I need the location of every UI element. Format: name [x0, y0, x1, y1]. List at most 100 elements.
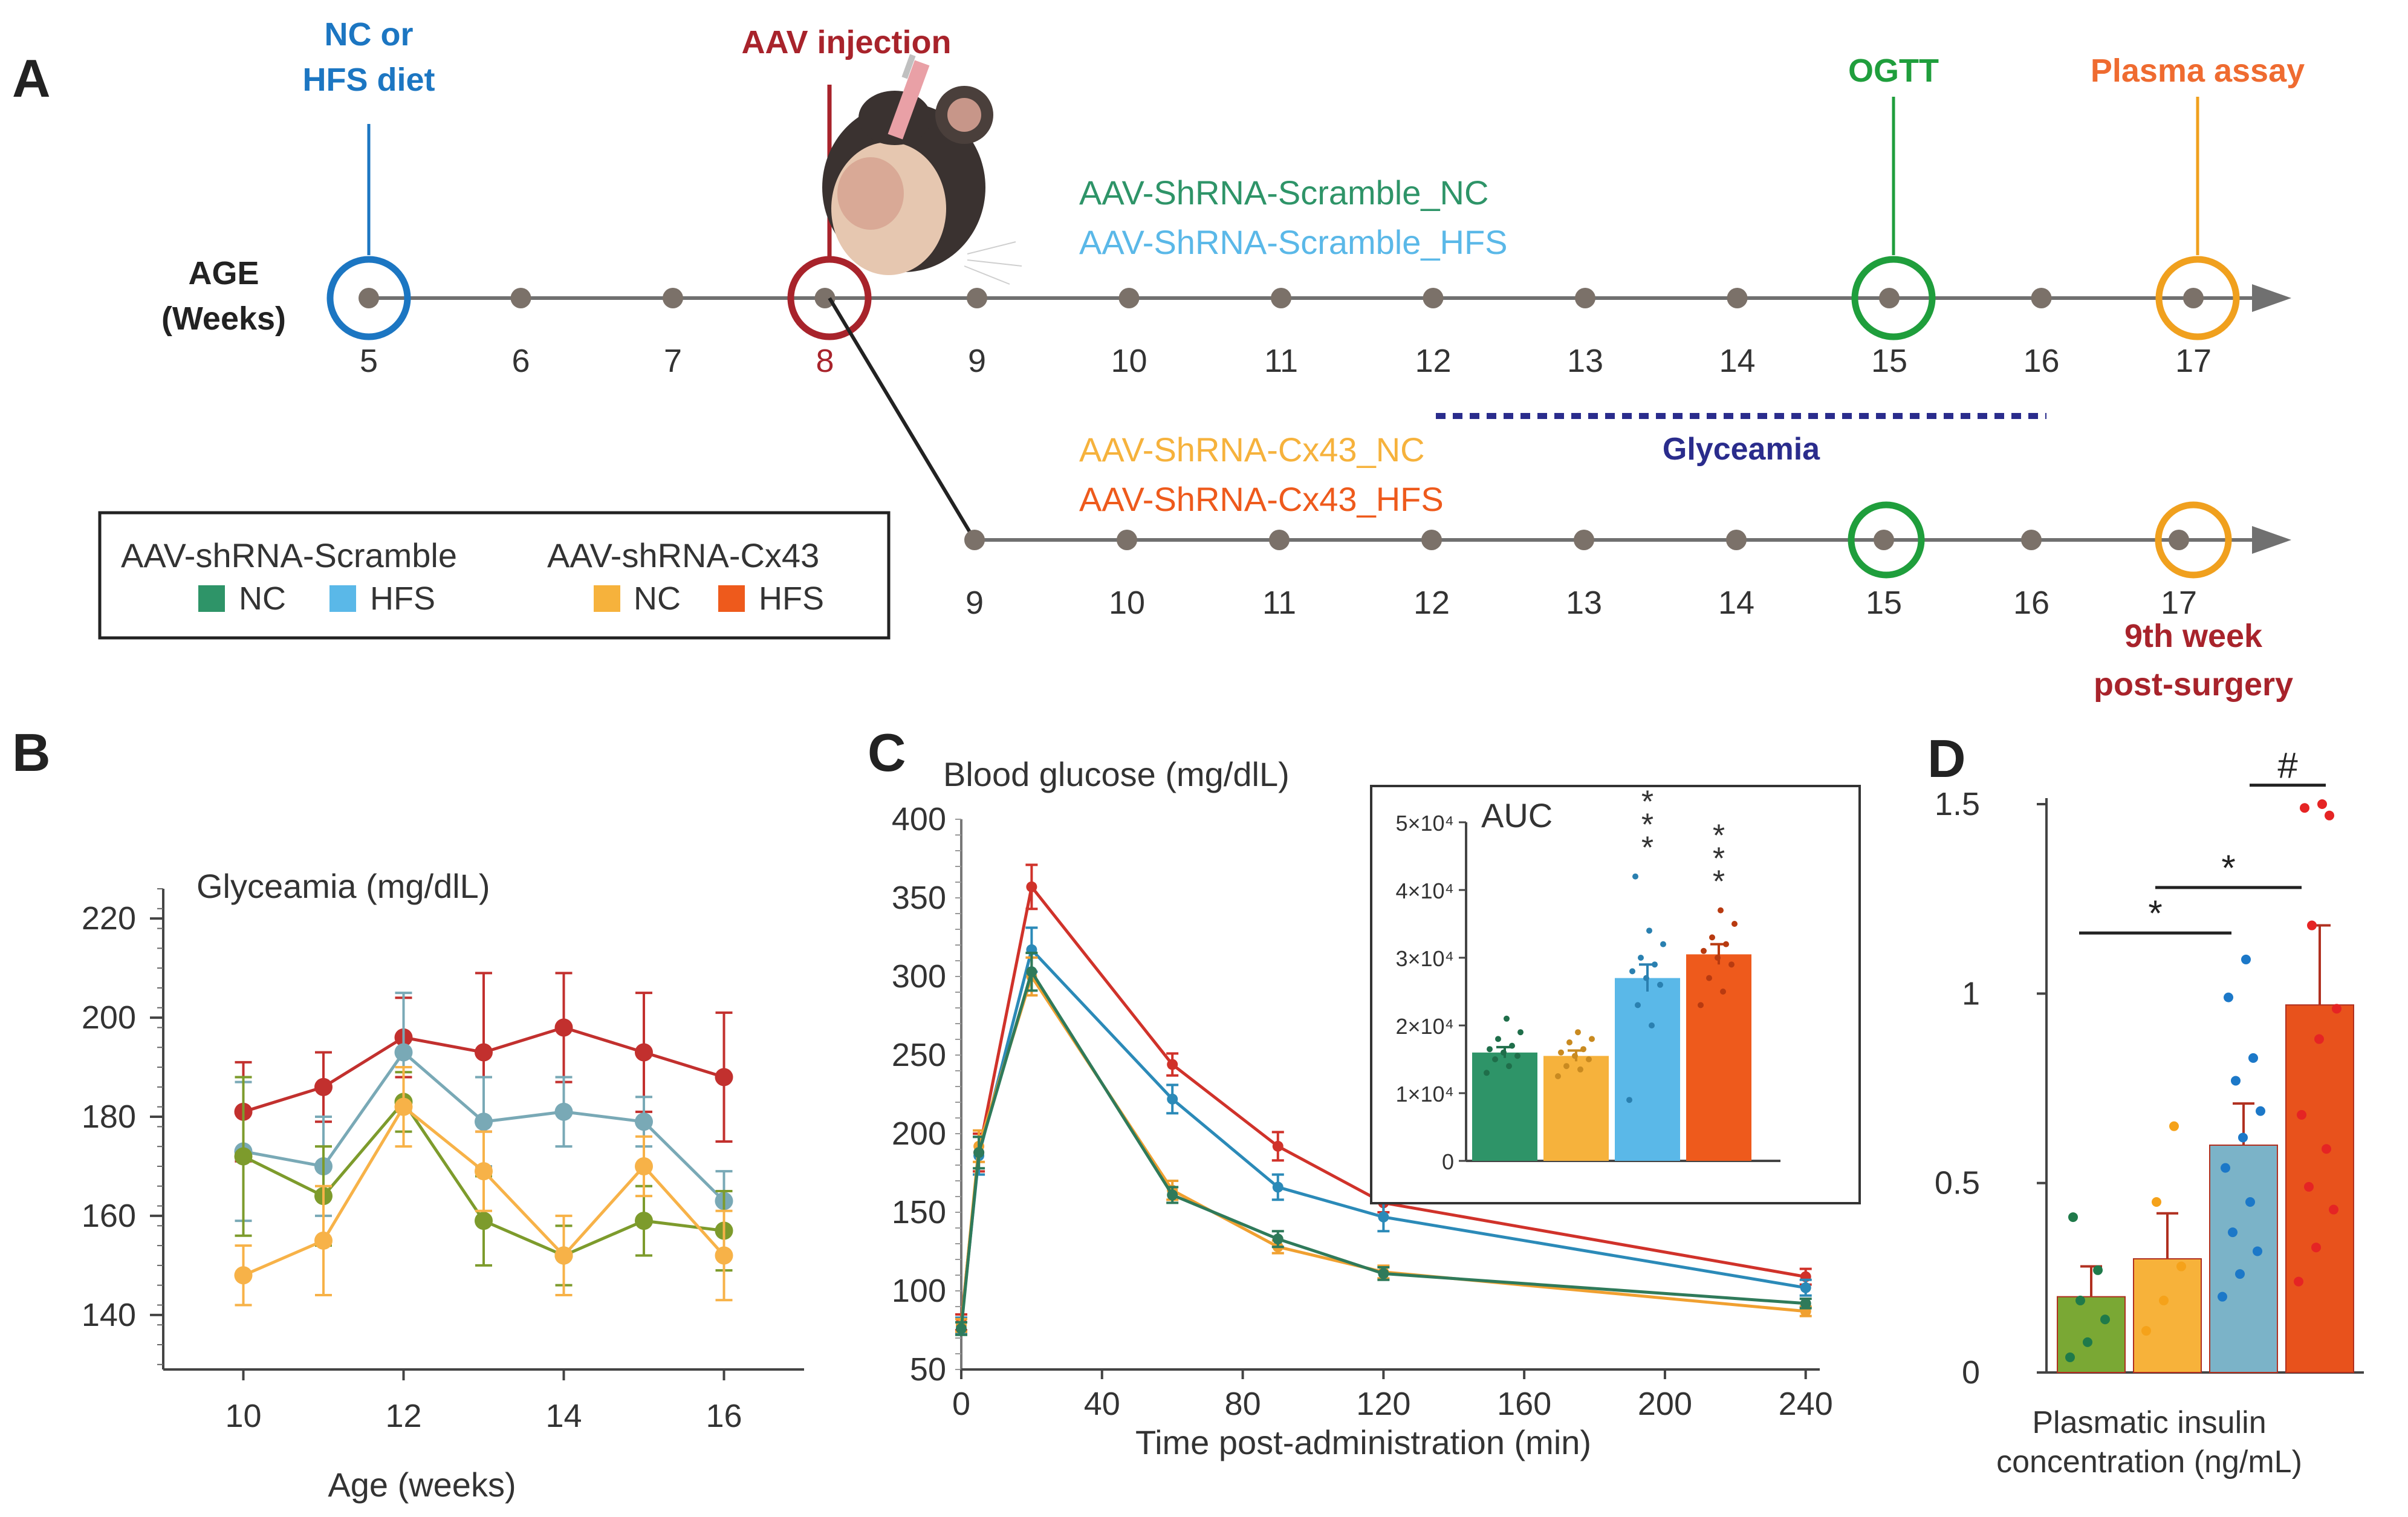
- auc-point: [1626, 1097, 1632, 1103]
- panel-d-significance-label-2: #: [2277, 746, 2298, 786]
- panel-c-xtick-label-80: 80: [1225, 1386, 1261, 1422]
- auc-point: [1580, 1046, 1586, 1053]
- auc-point: [1484, 1070, 1490, 1076]
- auc-point: [1566, 1039, 1572, 1045]
- panel-b-point: [554, 1018, 573, 1037]
- bottom-timeline-week-17: 17: [2161, 585, 2197, 621]
- panel-d-point: [2314, 1034, 2324, 1044]
- panel-d-point: [2256, 1106, 2265, 1116]
- auc-ytick-label-3: 3×10⁴: [1395, 946, 1454, 971]
- timeline-dot-week-16: [2031, 288, 2052, 308]
- scramble-nc-group-label: AAV-ShRNA-Scramble_NC: [1079, 174, 1488, 212]
- panel-b-point: [554, 1246, 573, 1265]
- auc-point: [1635, 1002, 1641, 1009]
- auc-point: [1504, 1015, 1510, 1022]
- auc-point: [1660, 941, 1666, 947]
- panel-d-significance-label-1: *: [2221, 848, 2235, 888]
- bottom-timeline-dot-week-14: [1726, 530, 1747, 550]
- auc-point: [1501, 1049, 1507, 1056]
- bottom-timeline-week-10: 10: [1109, 585, 1145, 621]
- auc-point: [1657, 981, 1663, 988]
- auc-point: [1706, 975, 1712, 981]
- auc-point: [1731, 921, 1738, 927]
- bottom-timeline-week-13: 13: [1566, 585, 1602, 621]
- bottom-timeline-dot-week-13: [1574, 530, 1594, 550]
- auc-ytick-label-4: 4×10⁴: [1395, 879, 1454, 903]
- panel-d-point: [2329, 1204, 2338, 1215]
- panel-c-point: [1272, 1233, 1284, 1245]
- bottom-timeline-week-14: 14: [1718, 585, 1754, 621]
- panel-b-series-3: [234, 1066, 733, 1307]
- panel-c-ytick-label-150: 150: [892, 1194, 946, 1230]
- auc-point: [1572, 1053, 1578, 1059]
- bottom-timeline-dot-week-12: [1421, 530, 1442, 550]
- bottom-timeline-week-9: 9: [965, 585, 984, 621]
- panel-d-bar-2: [2209, 1145, 2278, 1373]
- panel-d-point: [2169, 1121, 2179, 1131]
- bottom-timeline-week-11: 11: [1262, 585, 1296, 621]
- panel-d-point: [2065, 1352, 2075, 1362]
- auc-point: [1517, 1029, 1524, 1036]
- panel-d-point: [2253, 1246, 2262, 1256]
- panel-b-point: [475, 1113, 493, 1131]
- panel-d: D 0 0.5 1 1.5 * * # Plasmatic insulin concentr…: [1927, 729, 2364, 1480]
- timeline-week-5: 5: [360, 343, 378, 379]
- panel-b-point: [234, 1147, 253, 1166]
- panel-b-plot: 140 160 180 200 220 10 12 14 16: [82, 888, 804, 1434]
- panel-b-point: [234, 1266, 253, 1285]
- panel-d-letter: D: [1927, 729, 1966, 788]
- auc-point: [1487, 1046, 1493, 1053]
- panel-b-point: [314, 1231, 333, 1250]
- panel-d-point: [2317, 799, 2327, 809]
- auc-point: [1629, 968, 1635, 975]
- bottom-timeline-dots: [964, 530, 2189, 550]
- mouse-injection-illustration: [822, 54, 1022, 285]
- aav-marker: [787, 256, 872, 340]
- panel-d-ytick-label-3: 1.5: [1935, 786, 1980, 822]
- panel-d-point: [2238, 1132, 2248, 1143]
- panel-d-point: [2332, 1004, 2341, 1014]
- panel-c-xtick-label-160: 160: [1497, 1386, 1551, 1422]
- panel-c-xtick-label-200: 200: [1638, 1386, 1692, 1422]
- auc-ytick-label-0: 0: [1442, 1149, 1454, 1174]
- panel-d-point: [2304, 1181, 2314, 1192]
- timeline-dot-week-10: [1118, 288, 1140, 308]
- auc-point: [1723, 941, 1729, 947]
- auc-point: [1715, 955, 1721, 961]
- timeline-week-17: 17: [2175, 343, 2212, 379]
- legend-swatch-scramble-nc: [198, 585, 225, 612]
- panel-d-point: [2221, 1163, 2230, 1173]
- top-timeline-week-labels: 5 6 7 8 9 10 11 12 13 14 15 16 17: [360, 343, 2212, 379]
- panel-d-point: [2068, 1212, 2078, 1223]
- panel-c-point: [1272, 1140, 1284, 1152]
- bottom-timeline-week-16: 16: [2013, 585, 2049, 621]
- timeline-week-16: 16: [2023, 343, 2059, 379]
- panel-c-series-3: [955, 952, 1812, 1336]
- panel-c-point: [1026, 881, 1037, 892]
- panel-c-point: [1272, 1181, 1284, 1193]
- panel-b-point: [475, 1162, 493, 1181]
- panel-c-point: [956, 1323, 967, 1334]
- ogtt-marker-bottom: [1848, 501, 1925, 579]
- panel-b-point: [635, 1157, 653, 1175]
- bottom-timeline-week-15: 15: [1866, 585, 1902, 621]
- panel-c-point: [1026, 966, 1037, 978]
- panel-b-ytick-label-220: 220: [82, 900, 136, 937]
- auc-point: [1643, 975, 1649, 981]
- plasma-marker-bottom: [2155, 501, 2232, 579]
- bottom-timeline-dot-week-9: [964, 530, 985, 550]
- legend-label-cx43-hfs: HFS: [759, 580, 824, 617]
- panel-b-point: [314, 1077, 333, 1096]
- branch-line: [828, 297, 976, 541]
- panel-d-point: [2224, 992, 2233, 1002]
- timeline-week-15: 15: [1871, 343, 1907, 379]
- timeline-week-7: 7: [664, 343, 682, 379]
- age-unit-label: (Weeks): [161, 300, 286, 337]
- panel-c-ytick-label-300: 300: [892, 958, 946, 995]
- panel-c-xlabel: Time post-administration (min): [1135, 1423, 1591, 1461]
- auc-point: [1509, 1042, 1515, 1049]
- bottom-timeline-dot-week-11: [1269, 530, 1290, 550]
- legend-box: [98, 511, 891, 640]
- auc-point: [1646, 927, 1652, 934]
